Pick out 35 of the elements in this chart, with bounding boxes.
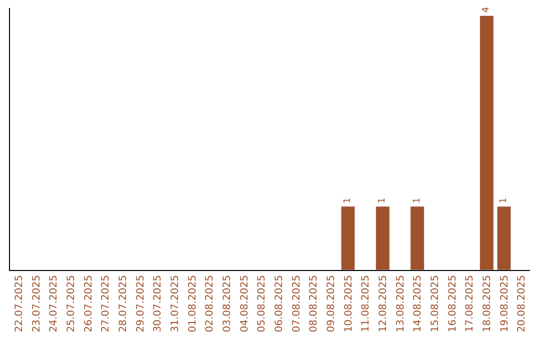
x-tick-label: 14.08.2025: [412, 275, 424, 332]
x-tick-label: 07.08.2025: [291, 275, 302, 332]
x-tick-label: 16.08.2025: [447, 275, 458, 332]
x-tick-label: 03.08.2025: [222, 275, 233, 332]
x-tick-label: 13.08.2025: [395, 275, 406, 332]
x-tick-label: 02.08.2025: [204, 275, 216, 332]
x-tick-label: 17.08.2025: [464, 275, 476, 332]
x-tick-label: 29.07.2025: [135, 275, 146, 332]
x-tick-label: 09.08.2025: [326, 275, 337, 332]
x-tick-label: 25.07.2025: [66, 275, 77, 332]
x-tick-label: 18.08.2025: [482, 275, 493, 332]
x-tick-label: 10.08.2025: [343, 275, 354, 332]
x-tick-label: 26.07.2025: [83, 275, 94, 332]
x-tick-label: 12.08.2025: [378, 275, 389, 332]
x-tick-label: 20.08.2025: [516, 275, 528, 332]
x-tick-label: 04.08.2025: [239, 275, 250, 332]
x-tick-label: 31.07.2025: [170, 275, 181, 332]
x-tick-label: 11.08.2025: [360, 275, 372, 332]
data-label: 4: [482, 6, 492, 13]
data-label: 1: [343, 198, 353, 204]
x-tick-label: 08.08.2025: [308, 275, 320, 332]
x-tick-label: 28.07.2025: [118, 275, 129, 332]
x-tick-label: 27.07.2025: [100, 275, 112, 332]
x-tick-label: 30.07.2025: [152, 275, 164, 332]
x-tick-label: 22.07.2025: [14, 275, 25, 332]
data-label: 1: [499, 198, 509, 204]
x-tick-label: 01.08.2025: [187, 275, 198, 332]
x-tick-label: 15.08.2025: [430, 275, 441, 332]
x-tick-label: 19.08.2025: [499, 275, 510, 332]
x-tick-label: 06.08.2025: [274, 275, 285, 332]
x-tick-label: 24.07.2025: [48, 275, 60, 332]
x-tick-label: 23.07.2025: [31, 275, 42, 332]
x-tick-label: 05.08.2025: [256, 275, 268, 332]
data-label: 1: [378, 198, 388, 204]
data-label: 1: [412, 198, 422, 204]
